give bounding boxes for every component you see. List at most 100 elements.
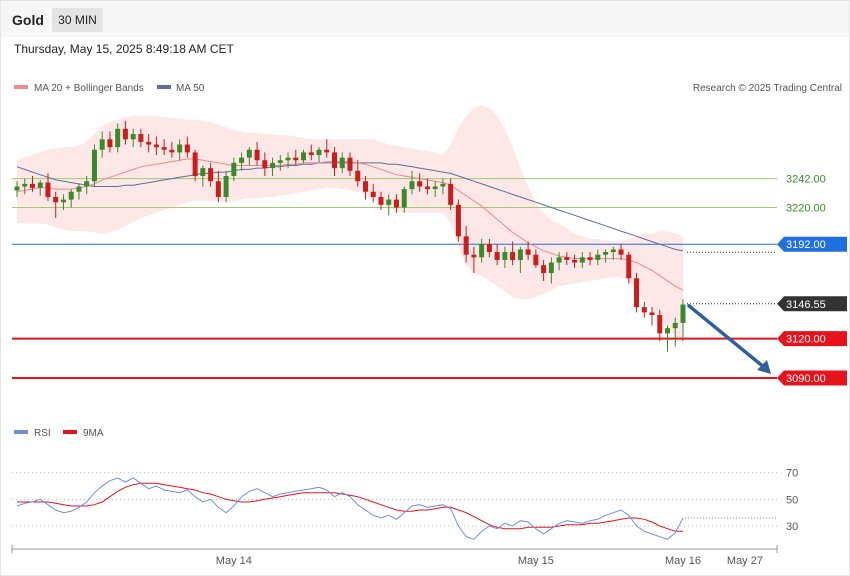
candle-body [595,254,601,260]
candle-body [486,244,492,253]
candle-body [45,182,51,197]
candle-body [370,191,376,197]
time-axis: May 14 May 15 May 16 May 27 [11,545,778,567]
candle-body [665,328,671,334]
rsi-line [16,477,684,540]
candle-body [308,152,314,156]
candle-body [200,168,206,176]
candle-body [332,152,338,169]
copyright-label: Research © 2025 Trading Central [693,83,842,94]
symbol-title: Gold [12,12,44,28]
candle-body [223,176,229,197]
rsi-tick-label: 50 [786,494,798,506]
timeframe-badge[interactable]: 30 MIN [52,8,103,32]
candle-body [533,254,539,266]
candle-body [239,157,245,163]
price-panel: 3242.00 3220.00 3192.00 3146.55 3120.00 3090.… [12,105,847,386]
ma20-legend-swatch [14,85,28,89]
candle-body [680,304,686,323]
candle-body [603,252,609,255]
candle-body [510,252,516,260]
candle-body [587,257,593,260]
level-label: 3242.00 [786,174,826,186]
ma50-legend-swatch [157,85,171,89]
candle-body [270,162,276,169]
candle-body [153,144,159,148]
candle-body [393,199,399,208]
candle-body [254,149,260,161]
candle-body [455,204,461,237]
candle-body [548,262,554,274]
rsi-tick-label: 70 [786,468,798,480]
candle-body [672,322,678,329]
candle-body [494,252,500,260]
candle-body [641,307,647,313]
candle-body [146,141,152,145]
candle-body [277,160,283,163]
candle-body [184,144,190,153]
level-tag [777,370,847,386]
rsi-panel: 70 50 30 [12,468,798,540]
candle-body [657,315,663,334]
candle-body [610,249,616,253]
bollinger-band [17,105,683,344]
candle-body [541,265,547,274]
rsi-tick-label: 30 [786,521,798,533]
candle-body [502,252,508,260]
candle-body [130,134,136,140]
candle-body [285,157,291,161]
level-label: 3146.55 [786,299,826,311]
candle-body [448,183,454,205]
candle-body [177,144,183,153]
rsi-legend-swatch [14,430,28,434]
time-axis-label: May 14 [216,555,252,567]
candle-body [122,128,128,140]
candle-body [409,181,415,190]
candle-body [471,254,477,258]
level-label: 3192.00 [786,239,826,251]
candle-body [564,257,570,260]
candle-body [324,149,330,153]
candle-body [525,249,531,255]
candle-body [301,152,307,161]
candle-body [362,181,368,192]
candle-body [556,257,562,263]
candle-body [60,199,66,203]
candle-body [386,199,392,205]
time-axis-label: May 16 [665,555,701,567]
candle-body [424,186,430,190]
candle-body [22,183,28,187]
candle-body [231,162,237,176]
header-bar: Gold 30 MIN [1,1,849,37]
candle-body [618,249,624,255]
candle-body [463,236,469,255]
candle-body [107,139,113,148]
rsi-ma-line [17,482,683,532]
ma50-legend-label: MA 50 [176,83,205,94]
candle-body [76,186,82,192]
candle-body [29,183,35,188]
candle-body [53,196,59,203]
candle-body [293,157,299,161]
candle-body [91,149,97,182]
candle-body [347,157,353,171]
candle-body [626,254,632,279]
candle-body [84,181,90,187]
level-label: 3120.00 [786,334,826,346]
candle-body [262,160,268,169]
candle-body [14,186,20,191]
ma20-legend-label: MA 20 + Bollinger Bands [34,83,144,94]
candle-body [115,128,121,148]
candle-body [401,189,407,208]
candle-body [649,312,655,316]
rsi-ma-legend-label: 9MA [83,428,104,439]
candle-body [161,147,167,150]
candle-body [479,244,485,258]
level-tag [777,296,847,312]
candle-body [169,149,175,153]
candle-body [579,257,585,263]
level-tag [777,236,847,252]
level-label: 3220.00 [786,202,826,214]
